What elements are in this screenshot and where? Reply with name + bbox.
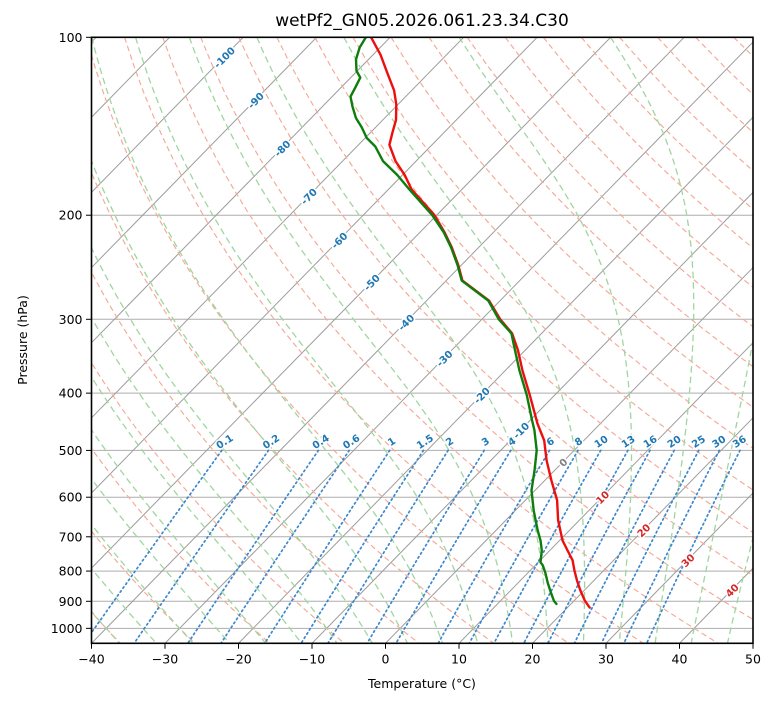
svg-text:0.2: 0.2 — [261, 433, 282, 452]
svg-text:6: 6 — [545, 436, 557, 449]
svg-text:1.5: 1.5 — [415, 433, 436, 452]
sounding-profiles — [349, 37, 591, 609]
svg-text:50: 50 — [745, 651, 761, 666]
svg-text:20: 20 — [666, 434, 684, 451]
svg-text:-60: -60 — [330, 231, 351, 252]
plot-frame — [90, 36, 754, 645]
axis-tick-labels: −40 −30 −20 −10 0 10 20 30 40 5010020030040050060… — [51, 30, 761, 666]
svg-text:600: 600 — [59, 490, 83, 505]
svg-text:−10: −10 — [299, 651, 325, 666]
plot-area: -100-90-80-70-60-50-40-30-20-10010203040… — [91, 37, 753, 644]
svg-text:40: 40 — [672, 651, 688, 666]
svg-text:30: 30 — [598, 651, 614, 666]
svg-text:900: 900 — [59, 594, 83, 609]
isobar-gridlines — [91, 37, 753, 629]
svg-text:100: 100 — [59, 30, 83, 45]
svg-text:16: 16 — [642, 434, 660, 451]
svg-text:-30: -30 — [435, 349, 456, 370]
svg-text:−30: −30 — [152, 651, 178, 666]
svg-text:10: 10 — [593, 434, 611, 451]
svg-text:−20: −20 — [225, 651, 251, 666]
svg-text:2: 2 — [444, 436, 456, 449]
svg-text:-20: -20 — [472, 386, 493, 407]
isotherm-lines — [91, 37, 753, 644]
svg-text:10: 10 — [451, 651, 467, 666]
wet-bulb-dewpoint-line — [349, 37, 558, 606]
x-axis-label: Temperature (°C) — [368, 676, 476, 691]
svg-text:20: 20 — [636, 522, 654, 540]
svg-text:8: 8 — [573, 436, 585, 449]
svg-text:-40: -40 — [397, 313, 418, 334]
svg-text:−40: −40 — [78, 651, 104, 666]
axis-ticks — [86, 36, 754, 649]
svg-text:0.1: 0.1 — [215, 433, 236, 452]
svg-text:-70: -70 — [299, 187, 320, 208]
svg-text:-80: -80 — [273, 139, 294, 160]
svg-text:3: 3 — [480, 436, 492, 449]
svg-text:20: 20 — [525, 651, 541, 666]
svg-text:400: 400 — [59, 386, 83, 401]
dry-adiabat-lines — [91, 37, 753, 644]
svg-text:0.4: 0.4 — [311, 433, 332, 452]
svg-text:0.6: 0.6 — [341, 433, 362, 452]
moist-adiabat-lines — [91, 37, 753, 644]
svg-text:-90: -90 — [246, 91, 267, 112]
svg-text:40: 40 — [724, 582, 742, 600]
svg-text:30: 30 — [711, 434, 729, 451]
svg-text:0: 0 — [382, 651, 390, 666]
mixing-ratio-lines — [91, 449, 741, 644]
svg-text:200: 200 — [59, 208, 83, 223]
svg-text:-100: -100 — [212, 45, 238, 71]
svg-text:700: 700 — [59, 529, 83, 544]
svg-text:-50: -50 — [362, 273, 383, 294]
svg-text:1: 1 — [386, 436, 398, 449]
svg-text:800: 800 — [59, 564, 83, 579]
svg-text:500: 500 — [59, 443, 83, 458]
svg-text:300: 300 — [59, 312, 83, 327]
svg-text:1000: 1000 — [51, 621, 83, 636]
svg-text:-10: -10 — [512, 421, 533, 442]
svg-text:13: 13 — [620, 434, 638, 451]
chart-title: wetPf2_GN05.2026.061.23.34.C30 — [275, 11, 569, 31]
